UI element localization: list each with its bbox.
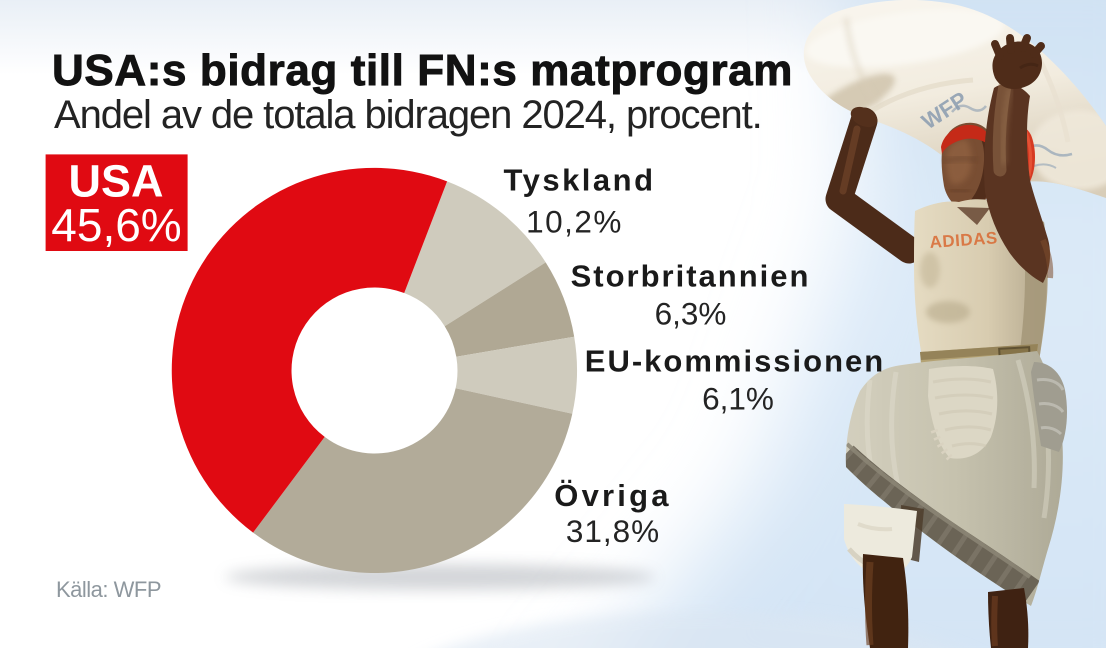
svg-text:Andel av de totala bidragen 20: Andel av de totala bidragen 2024, procen… bbox=[54, 93, 762, 137]
svg-text:Källa: WFP: Källa: WFP bbox=[56, 577, 161, 602]
svg-text:USA: USA bbox=[68, 156, 163, 207]
svg-text:Övriga: Övriga bbox=[554, 478, 671, 513]
svg-text:45,6%: 45,6% bbox=[51, 199, 181, 251]
svg-text:USA:s bidrag till FN:s matprog: USA:s bidrag till FN:s matprogram bbox=[52, 46, 793, 95]
svg-text:Tyskland: Tyskland bbox=[503, 163, 655, 198]
svg-text:10,2%: 10,2% bbox=[526, 204, 623, 240]
svg-text:ADIDAS: ADIDAS bbox=[929, 228, 998, 252]
svg-text:31,8%: 31,8% bbox=[566, 513, 660, 549]
svg-text:6,1%: 6,1% bbox=[702, 381, 774, 417]
svg-text:6,3%: 6,3% bbox=[655, 296, 727, 332]
svg-text:EU-kommissionen: EU-kommissionen bbox=[585, 344, 885, 379]
svg-text:Storbritannien: Storbritannien bbox=[571, 259, 811, 294]
